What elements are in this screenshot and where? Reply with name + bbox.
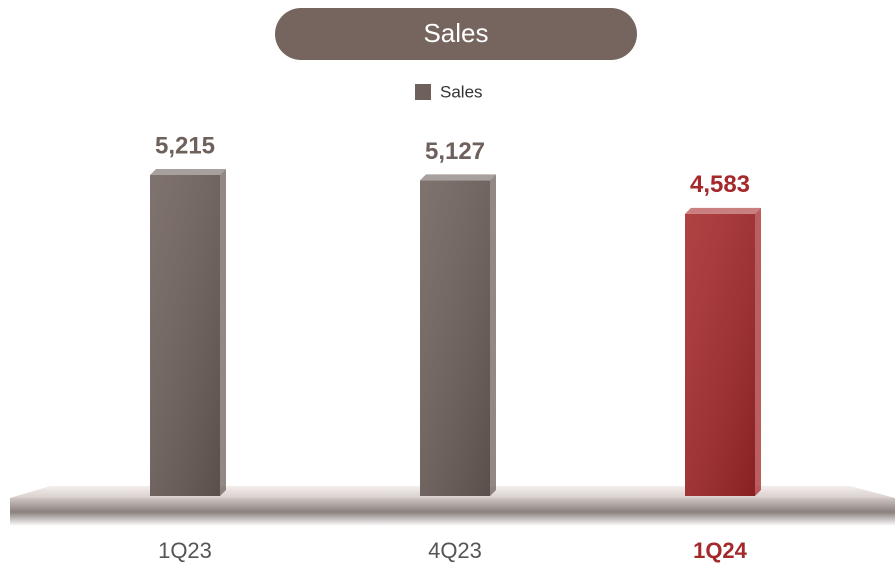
bar-top [685,207,761,214]
bar-top [420,174,496,181]
x-tick-label: 1Q23 [158,538,212,563]
bar-shade [685,213,755,497]
legend-swatch [415,84,431,100]
bar-shade [150,175,220,496]
bar-side [220,169,226,496]
value-label: 4,583 [690,171,750,198]
title-pill [275,8,637,60]
floor-front [10,498,895,526]
bar-shade [420,180,490,496]
legend-label: Sales [440,82,483,101]
bar-top [150,169,226,175]
x-tick-label: 1Q24 [693,538,748,563]
bar-side [755,207,761,497]
x-tick-label: 4Q23 [428,538,482,563]
value-label: 5,127 [425,138,485,165]
chart-title: Sales [423,18,488,48]
value-label: 5,215 [155,132,215,159]
bar-side [490,174,496,496]
